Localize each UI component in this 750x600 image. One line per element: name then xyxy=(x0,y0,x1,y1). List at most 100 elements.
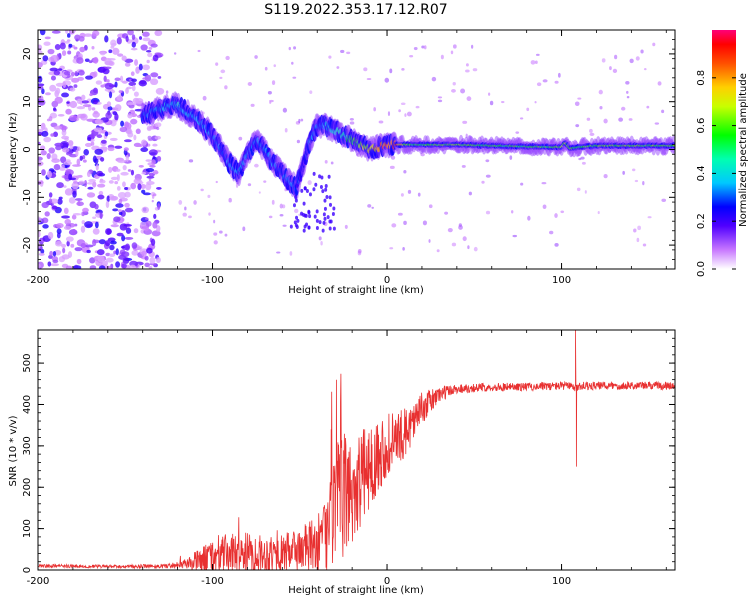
heatmap-noise-cell xyxy=(142,77,149,80)
heatmap-branch-cell xyxy=(315,218,319,223)
heatmap-branch-cell xyxy=(315,226,319,231)
heatmap-noise-cell xyxy=(142,64,150,71)
heatmap-noise-cell xyxy=(178,200,183,205)
colorbar-gradient xyxy=(712,30,736,269)
heatmap-noise-cell xyxy=(94,148,104,155)
heatmap-noise-cell xyxy=(122,181,126,188)
heatmap-noise-cell xyxy=(61,243,66,248)
heatmap-noise-cell xyxy=(428,239,431,243)
heatmap-noise-cell xyxy=(609,66,612,71)
heatmap-noise-cell xyxy=(148,178,152,182)
heatmap-noise-cell xyxy=(142,37,151,42)
heatmap-noise-cell xyxy=(61,147,70,153)
heatmap-noise-cell xyxy=(127,101,134,106)
heatmap-noise-cell xyxy=(150,43,158,48)
heatmap-noise-cell xyxy=(400,102,406,106)
heatmap-noise-cell xyxy=(173,52,177,55)
heatmap-noise-cell xyxy=(131,242,138,249)
heatmap-noise-cell xyxy=(66,101,70,104)
heatmap-branch-cell xyxy=(289,224,293,229)
heatmap-noise-cell xyxy=(96,170,103,177)
heatmap-noise-cell xyxy=(300,118,304,122)
heatmap-noise-cell xyxy=(131,250,139,256)
spectrogram-x-tick-label: 0 xyxy=(384,275,390,286)
heatmap-noise-cell xyxy=(38,141,41,145)
heatmap-noise-cell xyxy=(146,59,150,64)
heatmap-noise-cell xyxy=(213,240,218,245)
heatmap-noise-cell xyxy=(96,249,105,256)
heatmap-noise-cell xyxy=(56,182,64,189)
heatmap-noise-cell xyxy=(49,250,54,257)
heatmap-noise-cell xyxy=(577,97,582,100)
heatmap-noise-cell xyxy=(363,67,368,72)
heatmap-branch-cell xyxy=(322,212,326,217)
heatmap-noise-cell xyxy=(626,95,630,99)
heatmap-noise-cell xyxy=(61,135,70,140)
heatmap-noise-cell xyxy=(145,159,152,162)
heatmap-noise-cell xyxy=(390,155,396,160)
heatmap-noise-cell xyxy=(536,82,542,87)
heatmap-noise-cell xyxy=(42,55,49,62)
heatmap-noise-cell xyxy=(618,117,624,122)
heatmap-noise-cell xyxy=(150,78,159,86)
heatmap-noise-cell xyxy=(384,77,390,83)
heatmap-noise-cell xyxy=(64,40,70,44)
heatmap-noise-cell xyxy=(165,90,169,94)
heatmap-noise-cell xyxy=(91,46,95,50)
spectrogram-y-label: Frequency (Hz) xyxy=(8,112,19,188)
heatmap-noise-cell xyxy=(62,247,66,254)
heatmap-noise-cell xyxy=(444,211,449,215)
heatmap-noise-cell xyxy=(117,192,127,199)
heatmap-noise-cell xyxy=(92,155,97,163)
heatmap-noise-cell xyxy=(69,100,78,109)
heatmap-noise-cell xyxy=(431,76,437,82)
heatmap-noise-cell xyxy=(51,30,61,34)
heatmap-noise-cell xyxy=(574,101,580,106)
heatmap-noise-cell xyxy=(121,234,126,242)
spectrogram-x-label: Height of straight line (km) xyxy=(288,285,424,296)
heatmap-noise-cell xyxy=(43,136,52,143)
heatmap-noise-cell xyxy=(44,211,50,217)
heatmap-noise-cell xyxy=(157,75,162,79)
heatmap-noise-cell xyxy=(47,48,55,55)
heatmap-noise-cell xyxy=(49,84,57,92)
heatmap-noise-cell xyxy=(554,213,558,218)
heatmap-noise-cell xyxy=(81,94,86,101)
heatmap-noise-cell xyxy=(213,219,216,224)
heatmap-noise-cell xyxy=(200,188,204,192)
heatmap-noise-cell xyxy=(526,107,530,112)
heatmap-noise-cell xyxy=(94,221,99,229)
heatmap-noise-cell xyxy=(580,156,585,160)
spectrogram-x-tick-label: -200 xyxy=(27,275,50,286)
heatmap-noise-cell xyxy=(74,198,83,201)
heatmap-noise-cell xyxy=(661,109,665,114)
heatmap-noise-cell xyxy=(121,80,128,84)
heatmap-noise-cell xyxy=(115,248,119,256)
heatmap-noise-cell xyxy=(47,261,52,267)
heatmap-noise-cell xyxy=(99,179,106,184)
heatmap-noise-cell xyxy=(247,82,253,86)
heatmap-noise-cell xyxy=(554,243,559,247)
heatmap-noise-cell xyxy=(61,50,67,56)
colorbar: 0.0 0.2 0.4 0.6 0.8 Normalized spectral ampl… xyxy=(696,30,749,277)
heatmap-noise-cell xyxy=(88,60,93,64)
heatmap-noise-cell xyxy=(63,185,67,188)
heatmap-noise-cell xyxy=(208,212,211,216)
heatmap-noise-cell xyxy=(41,201,49,209)
heatmap-noise-cell xyxy=(276,251,281,254)
heatmap-noise-cell xyxy=(437,96,443,99)
heatmap-noise-cell xyxy=(83,149,89,156)
heatmap-noise-cell xyxy=(65,169,74,176)
heatmap-noise-cell xyxy=(105,79,110,83)
heatmap-noise-cell xyxy=(549,230,554,235)
heatmap-noise-cell xyxy=(116,95,123,101)
heatmap-noise-cell xyxy=(247,183,252,187)
heatmap-noise-cell xyxy=(515,131,520,134)
heatmap-noise-cell xyxy=(141,250,147,258)
heatmap-noise-cell xyxy=(603,118,608,124)
heatmap-noise-cell xyxy=(635,56,640,61)
heatmap-noise-cell xyxy=(38,243,41,249)
heatmap-noise-cell xyxy=(657,81,662,86)
heatmap-noise-cell xyxy=(254,55,258,59)
heatmap-noise-cell xyxy=(138,63,143,71)
